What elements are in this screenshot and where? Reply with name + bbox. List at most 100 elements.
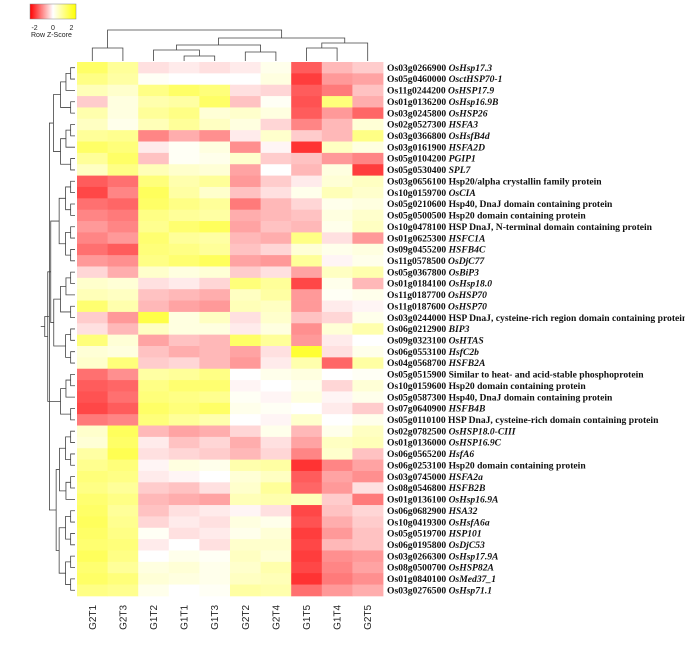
heatmap-cell [230, 84, 261, 97]
heatmap-cell [352, 175, 384, 188]
heatmap-cell [77, 425, 108, 438]
heatmap-cell [199, 164, 231, 176]
column-label: G2T3 [118, 604, 129, 629]
heatmap-cell [291, 425, 323, 438]
row-label-id: Os10g0159700 [387, 188, 449, 199]
heatmap-cell [138, 311, 170, 324]
heatmap-cell [168, 243, 200, 256]
heatmap-cell [107, 62, 139, 74]
heatmap-cell [107, 493, 139, 506]
heatmap-cell [107, 175, 139, 188]
heatmap-cell [168, 448, 200, 460]
heatmap-cell [230, 334, 261, 347]
heatmap-cell [321, 118, 353, 131]
heatmap-cell [168, 539, 200, 551]
heatmap-cell [199, 323, 231, 336]
heatmap-cell [321, 516, 353, 529]
heatmap-cell [352, 561, 384, 574]
heatmap-cell [321, 243, 353, 256]
heatmap-cell [168, 186, 200, 199]
heatmap-cell [77, 175, 108, 188]
heatmap-cell [260, 289, 292, 301]
heatmap-cell [291, 164, 323, 176]
row-label-name: HSFA2D [448, 142, 486, 153]
heatmap-cell [199, 380, 231, 392]
heatmap-cell [260, 186, 292, 199]
heatmap-cell [352, 277, 384, 290]
column-dendrogram-branch [218, 37, 346, 45]
row-label: Os05g0110100 HSP DnaJ, cysteine-rich dom… [387, 415, 659, 426]
heatmap-cell [168, 550, 200, 563]
heatmap-cell [77, 118, 108, 131]
row-label: Os08g0500700 OsHSP82A [387, 563, 494, 574]
row-label-name: OsHsfB4d [449, 131, 490, 142]
row-label-id: Os11g0578500 [387, 256, 448, 267]
heatmap-cell [230, 516, 261, 529]
heatmap-cell [77, 186, 108, 199]
heatmap-cell [230, 152, 261, 165]
column-label: G1T3 [210, 604, 221, 629]
heatmap-cell [168, 470, 200, 483]
heatmap-cell [230, 527, 261, 540]
heatmap-cell [107, 311, 139, 324]
row-dendrogram-branch [70, 249, 75, 262]
row-dendrogram-branch [65, 436, 71, 460]
heatmap-cell [260, 436, 292, 449]
heatmap-cell [352, 573, 384, 585]
heatmap-cell [199, 243, 231, 256]
row-label-id: Os03g0161900 [387, 142, 449, 153]
heatmap-cell [107, 107, 139, 120]
heatmap-cell [77, 221, 108, 233]
heatmap-cell [138, 323, 170, 336]
heatmap-cell [77, 539, 108, 551]
heatmap-cell [291, 436, 323, 449]
heatmap-cell [199, 584, 231, 597]
heatmap-cell [168, 255, 200, 267]
heatmap-cell [352, 186, 384, 199]
heatmap-cell [168, 152, 200, 165]
heatmap-cell [291, 221, 323, 233]
heatmap-cell [138, 402, 170, 415]
heatmap-cell [352, 243, 384, 256]
heatmap-cell [291, 402, 323, 415]
heatmap-cell [107, 164, 139, 176]
row-label-name: HSP101 [448, 529, 482, 540]
heatmap-cell [291, 482, 323, 495]
heatmap-cell [199, 402, 231, 415]
heatmap-cell [260, 266, 292, 279]
heatmap-cell [321, 209, 353, 222]
row-label-id: Os03g0244000 [387, 313, 449, 324]
heatmap-cell [260, 380, 292, 392]
heatmap-cell [107, 84, 139, 97]
heatmap-cell [107, 402, 139, 415]
column-dendrogram-branch [107, 29, 283, 48]
heatmap-cell [321, 550, 353, 563]
heatmap-cell [107, 414, 139, 426]
row-label: Os10g0478100 HSP DnaJ, N-terminal domain… [387, 222, 653, 233]
heatmap-cell [138, 289, 170, 301]
heatmap-cell [260, 561, 292, 574]
row-label: Os10g0419300 OsHsfA6a [387, 517, 490, 528]
heatmap-cell [230, 96, 261, 108]
row-dendrogram-branch [70, 351, 75, 364]
heatmap-cell [321, 323, 353, 336]
row-label-id: Os01g0184100 [387, 279, 449, 290]
heatmap-cell [291, 527, 323, 540]
heatmap-cell [199, 84, 231, 97]
column-label: G1T1 [180, 604, 191, 629]
row-label: Os11g0244200 OsHSP17.9 [387, 86, 494, 97]
heatmap-cell [199, 493, 231, 506]
heatmap-cell [107, 243, 139, 256]
row-label-id: Os05g0515900 [387, 370, 449, 381]
heatmap-cell [321, 277, 353, 290]
heatmap-cell [138, 470, 170, 483]
heatmap-cell [260, 152, 292, 165]
heatmap-cell [77, 152, 108, 165]
row-dendrogram-branch [70, 430, 75, 443]
row-label-name: OsHSP70 [448, 290, 487, 301]
heatmap-cell [230, 357, 261, 370]
heatmap-cell [138, 164, 170, 176]
column-dendrogram-branch [306, 47, 338, 61]
row-dendrogram-branch [70, 271, 75, 284]
heatmap-cell [230, 323, 261, 336]
